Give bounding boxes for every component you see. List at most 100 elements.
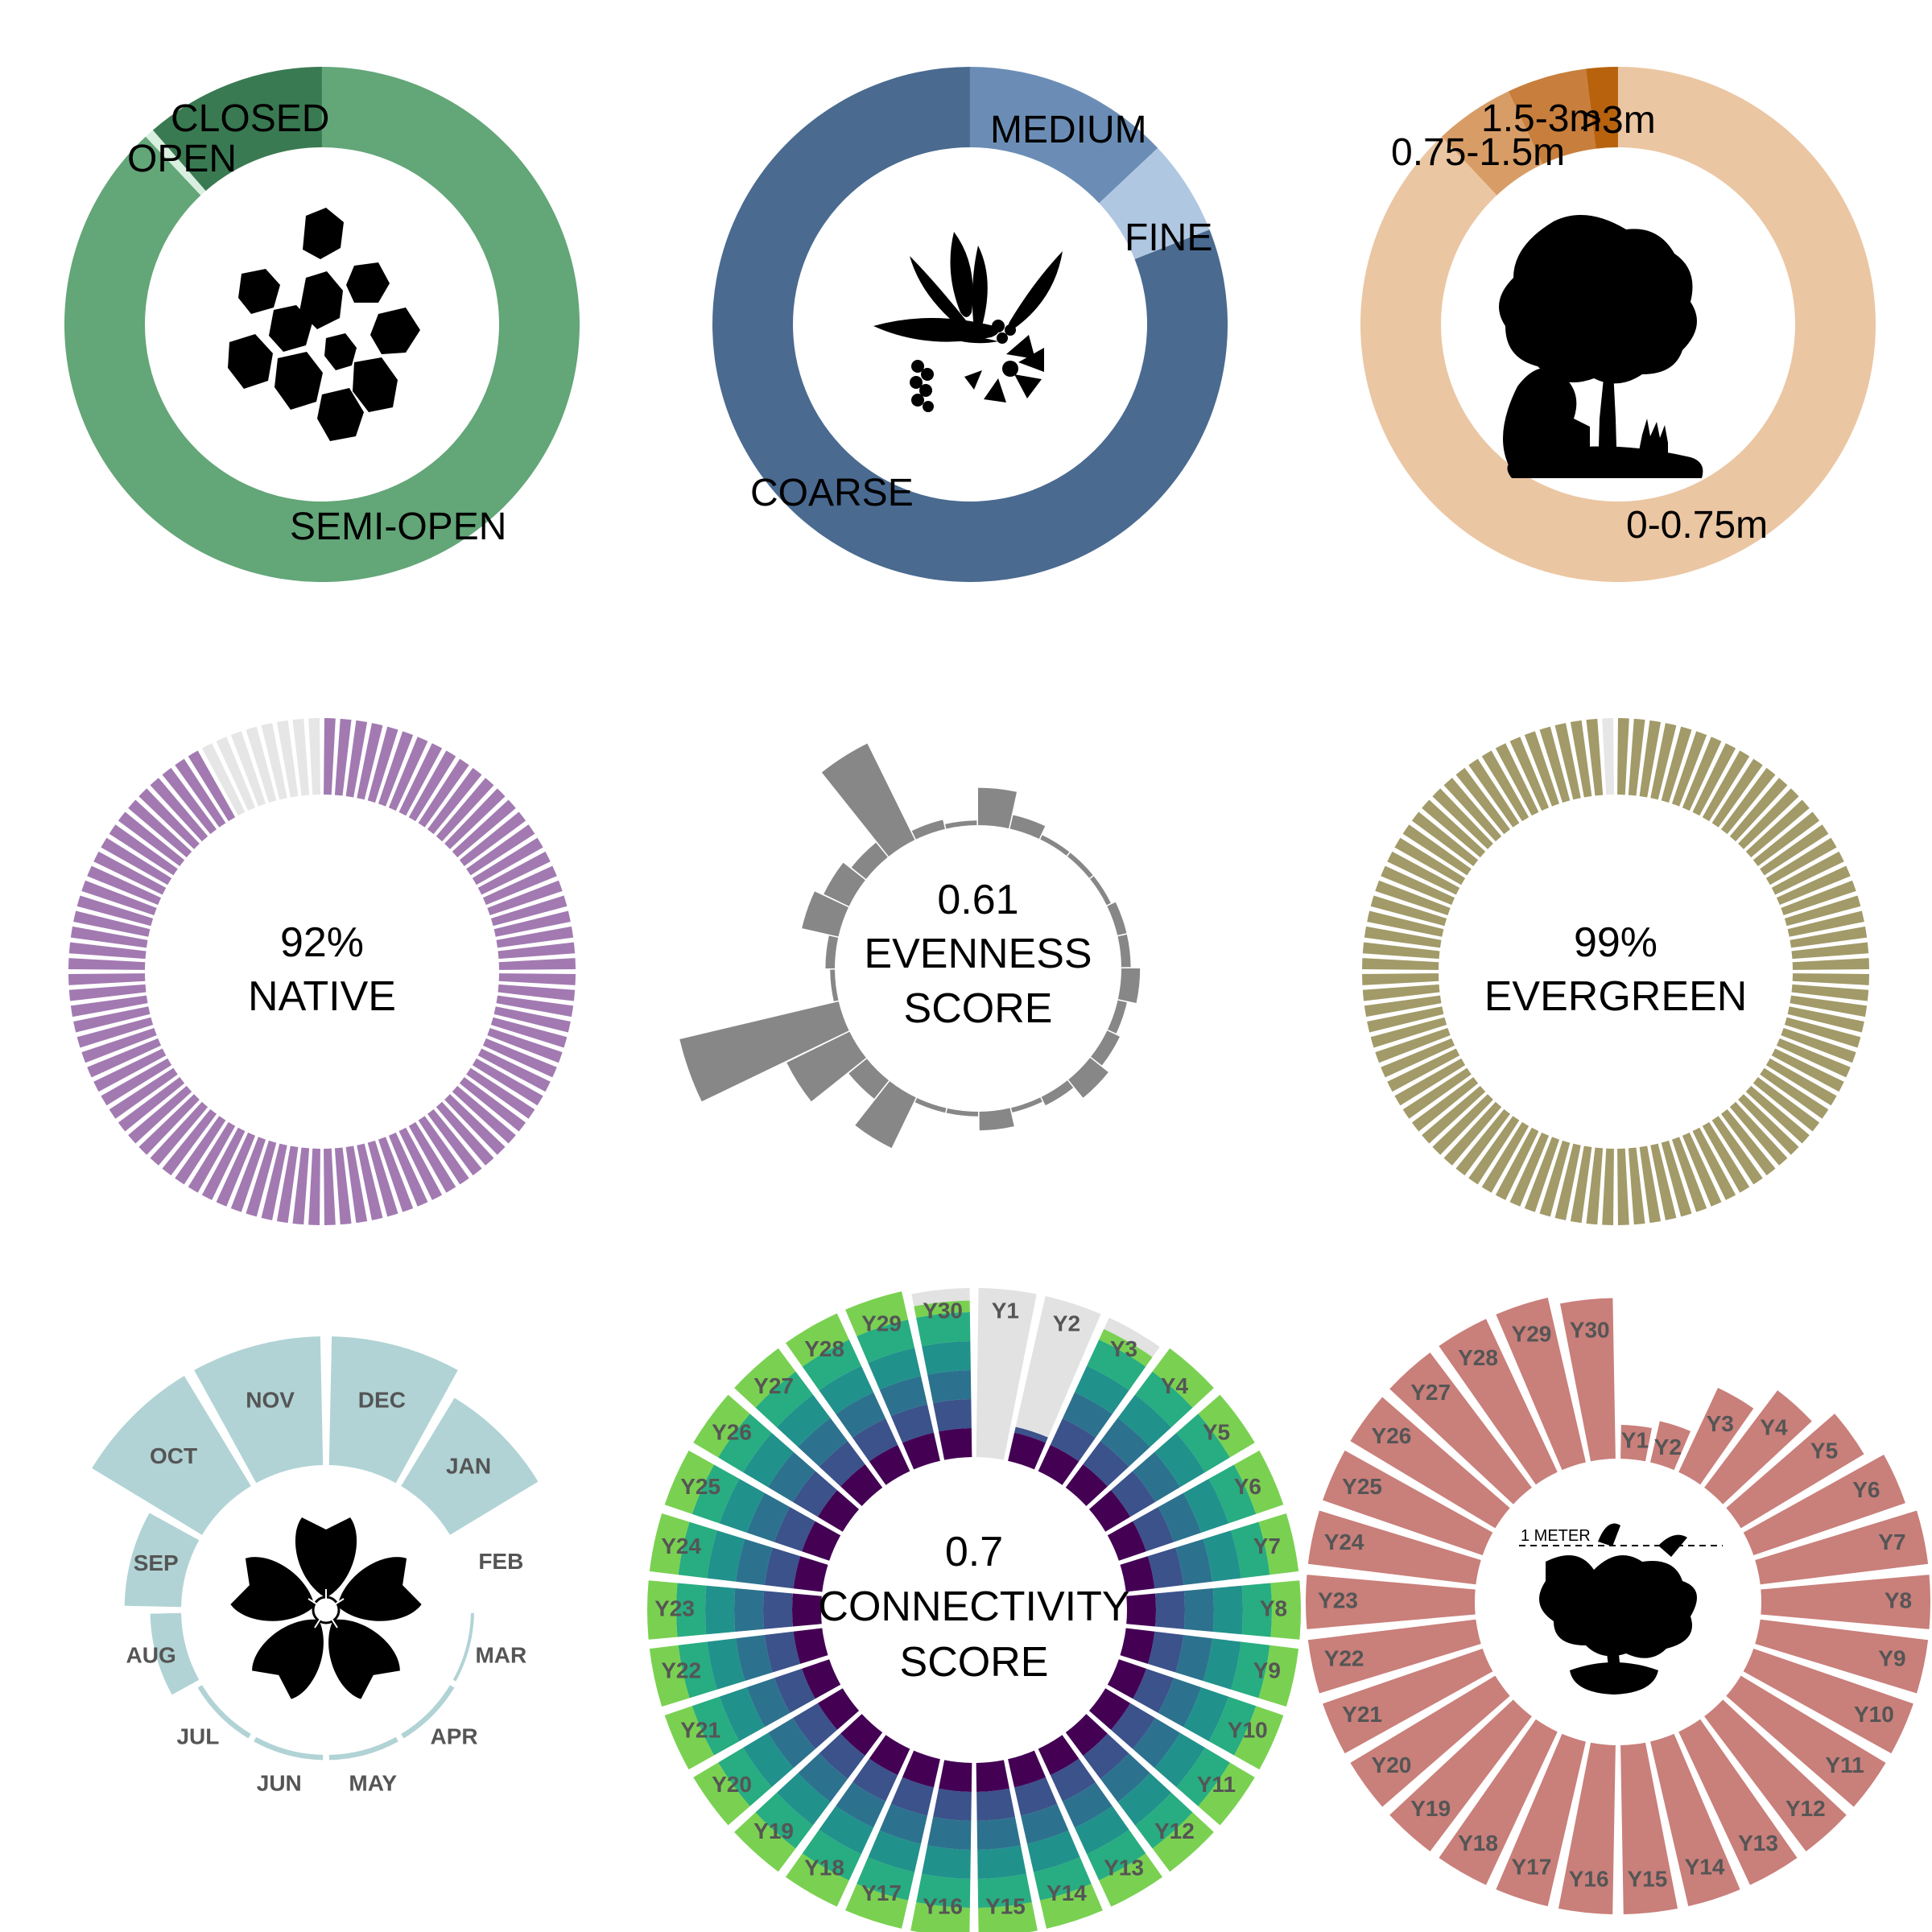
growth-bar-y27: [1389, 1352, 1532, 1505]
connectivity-layer: [1183, 1587, 1214, 1633]
bloom-bar-aug: [150, 1612, 200, 1695]
connectivity-layer: [1231, 1641, 1270, 1699]
tick-bar: [276, 720, 299, 798]
connectivity-layer: [678, 1521, 717, 1579]
connectivity-layer: [647, 1580, 678, 1640]
growth-year-label-y7: Y7: [1878, 1530, 1905, 1554]
tick-bar: [444, 788, 506, 849]
tick-bar: [1776, 1038, 1851, 1078]
tick-bar: [1481, 1121, 1530, 1193]
growth-year-label-y1: Y1: [1621, 1427, 1649, 1452]
bloom-bar-jun: [254, 1736, 324, 1761]
tick-bar: [1781, 1027, 1856, 1063]
growth-bar-y5: [1726, 1414, 1864, 1529]
tick-bar: [1784, 895, 1861, 927]
bloom-bar-jul: [197, 1685, 251, 1739]
tick-bar: [1752, 811, 1820, 867]
tick-bar: [452, 799, 516, 858]
connectivity-layer: [1065, 1714, 1108, 1756]
tick-bar: [1586, 1147, 1604, 1225]
tick-bar: [101, 1058, 172, 1106]
connectivity-layer: [1111, 1471, 1156, 1517]
tick-bar: [81, 880, 157, 916]
tick-bar: [1402, 1067, 1472, 1119]
canopy-slices: [64, 67, 580, 583]
connectivity-layer: [1208, 1464, 1257, 1524]
connectivity-layer: [1158, 1492, 1202, 1542]
connectivity-layer: [1203, 1530, 1241, 1582]
tick-bar: [1367, 1006, 1444, 1033]
foliage-texture-icon: [873, 232, 1063, 412]
tick-bar: [1692, 743, 1736, 816]
evenness-bar: [1108, 1000, 1127, 1034]
tick-bar: [1432, 1094, 1493, 1155]
tick-bar: [1617, 718, 1629, 795]
connectivity-layer: [1014, 1426, 1048, 1443]
tick-bar: [1784, 1017, 1861, 1048]
growth-bar-y1: [1620, 1425, 1652, 1462]
tick-bar: [398, 1127, 443, 1200]
evenness-bar: [1068, 1057, 1108, 1098]
tick-bar: [378, 1137, 414, 1212]
connectivity-layer: [1198, 1394, 1255, 1458]
tick-bar: [1682, 737, 1722, 811]
evenness-bar: [851, 842, 888, 880]
connectivity-layer: [1233, 1706, 1284, 1770]
growth-year-label-y20: Y20: [1372, 1752, 1412, 1777]
connectivity-layer: [1038, 1735, 1080, 1776]
growth-year-labels: Y1 Y2 Y3 Y4 Y5 Y6 Y7 Y8 Y9 Y10 Y11 Y12 Y13 Y14 Y15 Y16 Y…: [1318, 1318, 1912, 1892]
connectivity-layer: [1152, 1812, 1214, 1872]
tick-bar: [292, 1147, 310, 1225]
tick-bar: [188, 750, 236, 822]
evenness-bar: [946, 1108, 978, 1117]
connectivity-layer: [836, 1782, 886, 1828]
tick-bar: [1682, 1132, 1722, 1207]
tick-bar: [1702, 750, 1750, 822]
connectivity-layer: [675, 1583, 707, 1637]
tick-bar: [1381, 865, 1455, 906]
connectivity-layer: [852, 1758, 898, 1802]
evenness-bar: [821, 743, 915, 857]
native-radial-chart: 92% NATIVE: [68, 718, 576, 1225]
tick-bar: [1364, 995, 1442, 1018]
tick-bar: [367, 726, 398, 803]
connectivity-layer: [649, 1513, 690, 1575]
tick-bar: [493, 1006, 571, 1033]
connectivity-layer: [1154, 1432, 1205, 1488]
bloom-bar-oct: [92, 1376, 251, 1535]
connectivity-layer: [1183, 1687, 1229, 1741]
month-label-aug: AUG: [126, 1643, 176, 1668]
year-label-y17: Y17: [861, 1880, 902, 1905]
tick-bar: [418, 758, 469, 828]
connectivity-layer: [718, 1414, 772, 1472]
connectivity-layer: [890, 1777, 934, 1816]
connectivity-layer: [817, 1688, 860, 1730]
connectivity-layer: [774, 1668, 815, 1713]
year-label-y20: Y20: [712, 1772, 752, 1797]
tick-bar: [444, 1094, 506, 1155]
month-label-dec: DEC: [358, 1388, 406, 1413]
connectivity-bg-y2: [1008, 1295, 1101, 1470]
growth-bar-y30: [1559, 1298, 1616, 1462]
year-label-y25: Y25: [680, 1474, 720, 1499]
tick-bar: [1362, 958, 1439, 970]
connectivity-layer: [802, 1340, 861, 1391]
tick-bar: [150, 778, 208, 842]
tick-bar: [1370, 1017, 1447, 1048]
tick-bar: [466, 824, 535, 876]
tick-bar: [230, 1137, 266, 1212]
bonsai-icon: [1519, 1523, 1723, 1695]
tick-bar: [490, 1017, 568, 1048]
tick-bar: [1509, 737, 1550, 811]
tick-bar: [230, 731, 266, 807]
connectivity-layer: [755, 1371, 813, 1428]
connectivity-layer: [802, 1521, 841, 1561]
tick-bar: [118, 811, 185, 867]
connectivity-layer: [916, 1873, 971, 1908]
tick-bar: [73, 910, 151, 937]
canopy-label-open: OPEN: [127, 138, 237, 180]
connectivity-layer: [1083, 1441, 1129, 1487]
year-label-y3: Y3: [1110, 1336, 1137, 1361]
connectivity-layer: [664, 1450, 715, 1514]
tick-bar: [1539, 1140, 1571, 1217]
